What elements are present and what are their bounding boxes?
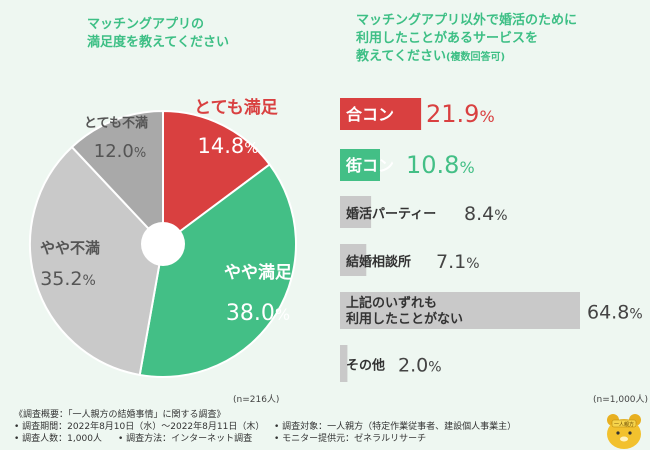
bar-chart-title-main: マッチングアプリ以外で婚活のために 利用したことがあるサービスを 教えてください bbox=[356, 13, 578, 64]
bar-value-2-percent: % bbox=[494, 208, 507, 224]
survey-footer: 《調査概要：「一人親方の結婚事情」に関する調査》 • 調査期間：2022年8月1… bbox=[14, 409, 516, 445]
pie-n-note: (n=216人) bbox=[233, 395, 280, 405]
pie-chart-title: マッチングアプリの 満足度を教えてください bbox=[87, 17, 229, 50]
bar-chart-title: マッチングアプリ以外で婚活のために 利用したことがあるサービスを 教えてください… bbox=[356, 12, 577, 67]
pie-value-3-percent: % bbox=[134, 146, 146, 161]
pie-label-3: とても不満 bbox=[84, 115, 148, 131]
bar-5 bbox=[340, 345, 348, 382]
bar-3 bbox=[340, 244, 367, 276]
pie-value-2-percent: % bbox=[83, 273, 96, 289]
bar-label-5: その他 bbox=[346, 358, 385, 374]
pie-value-1-percent: % bbox=[275, 305, 290, 324]
footer-line-2: • 調査人数：1,000人 • 調査方法：インターネット調査 • モニター提供元：ゼ… bbox=[14, 433, 516, 445]
bar-value-4-percent: % bbox=[629, 307, 642, 323]
bar-4 bbox=[340, 292, 580, 329]
bar-label-4: 上記のいずれも利用したことがない bbox=[346, 295, 463, 327]
pie-value-0: 14.8% bbox=[197, 134, 258, 158]
pie-value-1: 38.0% bbox=[226, 301, 290, 326]
pie-value-3: 12.0% bbox=[94, 141, 146, 162]
pie-label-1: やや満足 bbox=[224, 262, 292, 283]
pie-slice-1 bbox=[138, 163, 297, 378]
bar-label-3: 結婚相談所 bbox=[346, 254, 411, 270]
bar-value-4: 64.8% bbox=[587, 302, 643, 324]
bar-label-2: 婚活パーティー bbox=[346, 206, 436, 222]
bar-2 bbox=[340, 196, 372, 228]
footer-target: • 調査対象：一人親方（特定作業従事者、建設個人事業主） bbox=[274, 422, 517, 432]
bar-value-0-percent: % bbox=[479, 107, 494, 126]
pie-label-0: とても満足 bbox=[194, 97, 278, 118]
bar-value-0: 21.9% bbox=[426, 100, 495, 128]
bar-value-3: 7.1% bbox=[436, 251, 480, 273]
bar-value-1: 10.8% bbox=[406, 151, 475, 179]
footer-people: • 調査人数：1,000人 bbox=[14, 434, 102, 444]
bar-value-1-percent: % bbox=[459, 158, 474, 177]
bar-0 bbox=[340, 98, 422, 130]
pie-value-1-number: 38.0 bbox=[226, 301, 275, 326]
bar-label-4-line-0: 上記のいずれも bbox=[346, 295, 437, 311]
pie-center-hole bbox=[141, 222, 185, 266]
pie-slice-2 bbox=[29, 145, 165, 377]
bar-value-5: 2.0% bbox=[398, 355, 442, 377]
bar-value-2-number: 8.4 bbox=[464, 203, 494, 225]
footer-provider: • モニター提供元：ゼネラルリサーチ bbox=[274, 434, 427, 444]
bar-value-4-number: 64.8 bbox=[587, 302, 629, 324]
pie-value-0-percent: % bbox=[244, 139, 258, 157]
footer-period: • 調査期間：2022年8月10日（水）〜2022年8月11日（木） bbox=[14, 422, 265, 432]
mascot-helmet-text: 一人親方 bbox=[614, 421, 634, 428]
pie-slice-0 bbox=[162, 109, 272, 246]
pie-value-2: 35.2% bbox=[40, 268, 96, 290]
footer-method: • 調査方法：インターネット調査 bbox=[118, 434, 253, 444]
bar-value-1-number: 10.8 bbox=[406, 151, 459, 179]
pie-value-0-number: 14.8 bbox=[197, 134, 244, 158]
bar-label-4-line-1: 利用したことがない bbox=[346, 311, 463, 327]
bar-value-2: 8.4% bbox=[464, 203, 508, 225]
mascot-icon: 一人親方 bbox=[607, 414, 641, 449]
bar-label-1: 街コン bbox=[345, 156, 394, 175]
pie-value-2-number: 35.2 bbox=[40, 268, 82, 290]
footer-heading: 《調査概要：「一人親方の結婚事情」に関する調査》 bbox=[14, 410, 226, 420]
bar-value-5-number: 2.0 bbox=[398, 355, 428, 377]
bar-chart-title-note: (複数回答可) bbox=[445, 52, 506, 63]
pie-label-2: やや不満 bbox=[40, 239, 100, 257]
bar-n-note: (n=1,000人) bbox=[593, 395, 649, 405]
bar-value-0-number: 21.9 bbox=[426, 100, 479, 128]
bar-1 bbox=[340, 149, 380, 181]
bar-label-0: 合コン bbox=[346, 105, 394, 124]
bar-value-3-percent: % bbox=[466, 256, 479, 272]
pie-value-3-number: 12.0 bbox=[94, 141, 134, 162]
pie-slice-3 bbox=[70, 109, 164, 247]
bar-value-5-percent: % bbox=[428, 360, 441, 376]
bar-value-3-number: 7.1 bbox=[436, 251, 466, 273]
footer-line-1: • 調査期間：2022年8月10日（水）〜2022年8月11日（木） • 調査対象… bbox=[14, 421, 516, 433]
